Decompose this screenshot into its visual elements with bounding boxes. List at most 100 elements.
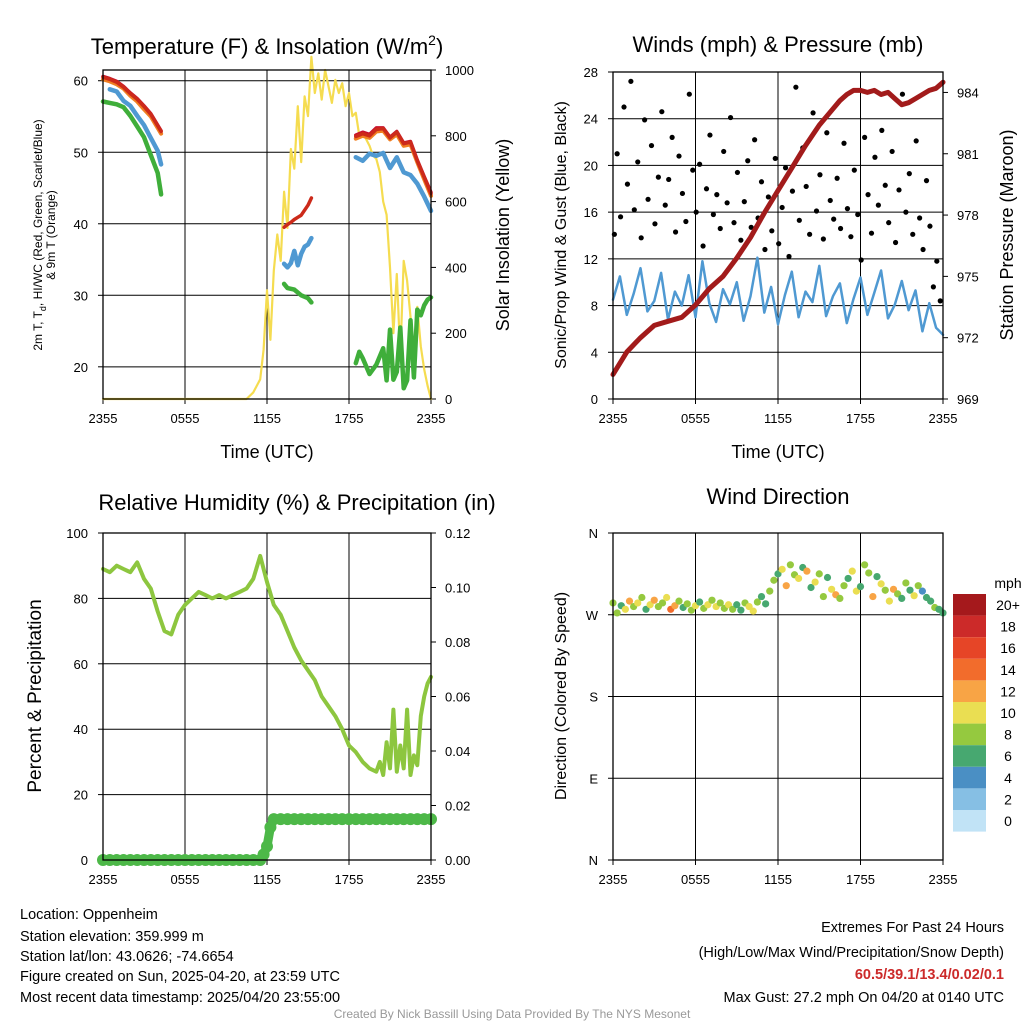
right-tick-label: 1000 (445, 63, 474, 78)
gust-point (721, 148, 727, 155)
gust-point (813, 208, 820, 214)
y-tick-label: 60 (74, 74, 88, 89)
gust-point (717, 225, 723, 232)
y-tick-label: E (589, 771, 598, 786)
humidity-panel: 2355 0555 1155 1755 23550204060801000.000.02… (25, 490, 496, 887)
right-tick-label: 600 (445, 195, 467, 210)
gust-point (693, 209, 699, 215)
y-tick-label: 50 (74, 145, 88, 160)
x-tick-label: 2355 (929, 411, 958, 426)
direction-point (625, 597, 634, 605)
gust-point (896, 187, 902, 193)
direction-point (650, 596, 658, 604)
direction-point (634, 599, 642, 607)
gust-point (624, 181, 631, 187)
gust-point (714, 192, 720, 198)
gust-point (824, 130, 830, 136)
heat-index-windchill-line (107, 87, 434, 270)
direction-point (778, 565, 786, 573)
extremes-title: Extremes For Past 24 Hours (821, 920, 1004, 936)
y-tick-label: 20 (74, 788, 88, 803)
title-end: ) (436, 34, 443, 59)
legend-swatch (953, 723, 986, 746)
gust-point (683, 218, 689, 225)
gust-point (844, 206, 851, 212)
direction-point (749, 607, 757, 615)
gust-point (700, 243, 706, 249)
y-label-part: & 9m T (Orange) (44, 190, 58, 280)
y-tick-label: W (586, 608, 599, 623)
direction-point (782, 582, 790, 590)
legend-swatch (953, 766, 986, 789)
gust-point (827, 197, 833, 204)
right-tick-label: 0.10 (445, 581, 470, 596)
y-tick-label: 30 (74, 288, 88, 303)
legend-label: 2 (1004, 791, 1012, 807)
gust-point (666, 176, 672, 183)
direction-point (675, 597, 683, 605)
legend-label: 10 (1000, 705, 1016, 721)
plot-frame (102, 69, 432, 400)
y-tick-label: 0 (81, 853, 88, 868)
chart-title: Temperature (F) & Insolation (W/m2) (91, 32, 444, 59)
x-axis-label: Time (UTC) (731, 442, 824, 462)
gust-point (676, 153, 682, 159)
gust-point (910, 231, 916, 237)
x-tick-label: 1755 (335, 872, 364, 887)
direction-point (906, 586, 914, 594)
direction-point (815, 570, 823, 578)
gust-point (865, 192, 871, 198)
gust-point (741, 199, 747, 205)
x-tick-label: 1155 (764, 411, 792, 426)
right-tick-label: 969 (957, 392, 979, 407)
gust-point (745, 158, 751, 164)
direction-point (844, 574, 852, 583)
direction-point (795, 574, 803, 583)
gust-point (858, 257, 864, 263)
gust-point (617, 214, 624, 220)
direction-point (683, 600, 691, 608)
gust-point (628, 78, 634, 84)
gust-point (752, 137, 758, 143)
gust-point (920, 246, 926, 253)
legend-label: 20+ (996, 597, 1020, 613)
gust-point (820, 236, 826, 242)
direction-point (823, 573, 832, 582)
right-tick-label: 975 (957, 269, 979, 284)
direction-point (696, 598, 704, 606)
gust-point (672, 229, 679, 235)
x-tick-label: 1155 (253, 411, 281, 426)
right-axis-label: Solar Insolation (Yellow) (493, 139, 513, 331)
direction-point (786, 561, 794, 569)
y-tick-label: 40 (74, 217, 88, 232)
y-axis-label: Percent & Precipitation (25, 599, 46, 792)
y-axis-label: Sonic/Prop Wind & Gust (Blue, Black) (553, 101, 570, 369)
x-tick-label: 2355 (599, 411, 628, 426)
direction-point (848, 567, 856, 575)
gust-point (837, 225, 844, 232)
x-tick-label: 1755 (846, 872, 875, 887)
direction-point (613, 609, 621, 617)
gust-point (789, 188, 796, 194)
gust-point (690, 167, 696, 173)
legend-swatch (953, 680, 986, 702)
legend-label: 16 (1000, 640, 1016, 656)
legend-title: mph (994, 575, 1021, 591)
gust-point (834, 175, 840, 181)
gust-point (648, 142, 655, 149)
direction-point (658, 599, 667, 607)
gust-point (734, 169, 741, 176)
gust-point (903, 209, 909, 215)
plot-frame (612, 532, 944, 861)
legend-label: 8 (1004, 727, 1012, 743)
gust-point (748, 224, 754, 230)
x-tick-label: 2355 (599, 872, 628, 887)
gust-point (851, 167, 857, 173)
gust-point (679, 190, 686, 197)
chart-title: Winds (mph) & Pressure (mb) (633, 32, 924, 57)
y-tick-label: 100 (66, 526, 88, 541)
right-tick-label: 0.08 (445, 635, 470, 650)
direction-point (737, 606, 745, 614)
gust-point (848, 234, 854, 240)
x-tick-label: 1755 (335, 411, 364, 426)
